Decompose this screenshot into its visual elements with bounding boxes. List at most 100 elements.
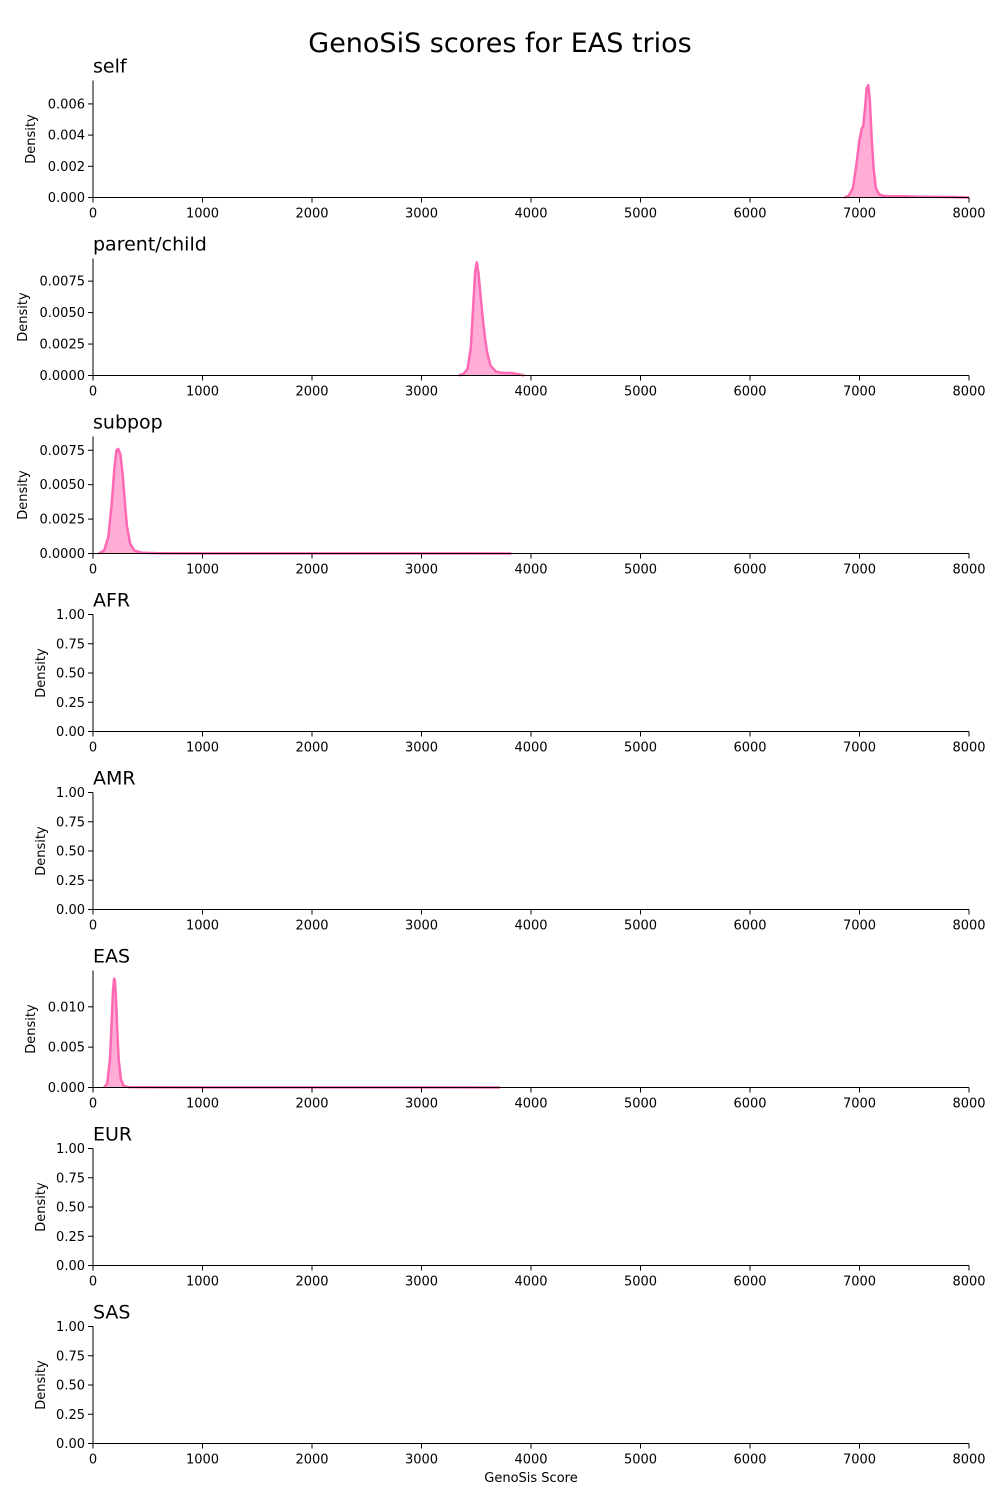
y-tick-label: 0.0025 [40, 513, 86, 528]
y-tick-label: 0.0000 [40, 547, 86, 562]
y-axis-label: Density [34, 826, 49, 876]
panel-eas: EAS 0 1000 2000 3000 4000 5000 6000 7000 8000 0.00… [24, 946, 986, 1112]
x-tick-label: 6000 [733, 1453, 766, 1468]
y-tick-label: 0.0000 [40, 369, 86, 384]
y-tick-label: 0.75 [56, 1349, 85, 1364]
panel-sas: SAS 0 1000 2000 3000 4000 5000 6000 7000 8000 0.00… [34, 1302, 986, 1468]
y-axis-label: Density [16, 292, 31, 342]
panel-title: parent/child [93, 234, 207, 256]
x-tick-label: 8000 [952, 563, 985, 578]
x-tick-label: 5000 [624, 563, 657, 578]
x-tick-label: 3000 [405, 563, 438, 578]
y-tick-label: 0.75 [56, 815, 85, 830]
y-tick-label: 0.010 [48, 1000, 85, 1015]
y-tick-label: 0.0075 [40, 444, 86, 459]
x-tick-label: 1000 [186, 1453, 219, 1468]
density-area [104, 978, 501, 1088]
x-tick-label: 8000 [952, 919, 985, 934]
y-tick-label: 0.75 [56, 1171, 85, 1186]
y-tick-label: 0.005 [48, 1041, 85, 1056]
x-tick-label: 6000 [733, 1275, 766, 1290]
x-tick-label: 2000 [295, 1275, 328, 1290]
x-tick-label: 0 [89, 741, 97, 756]
x-tick-label: 4000 [514, 741, 547, 756]
density-line [103, 977, 501, 1089]
x-tick-label: 6000 [733, 563, 766, 578]
panel-title: AMR [93, 768, 136, 790]
x-tick-label: 2000 [295, 563, 328, 578]
x-tick-label: 3000 [405, 385, 438, 400]
x-tick-label: 5000 [624, 385, 657, 400]
x-tick-label: 2000 [295, 385, 328, 400]
x-tick-label: 0 [89, 1453, 97, 1468]
y-tick-label: 0.00 [56, 903, 85, 918]
panel-subpop: subpop 0 1000 2000 3000 4000 5000 6000 7000 8000 0… [16, 412, 986, 578]
panel-afr: AFR 0 1000 2000 3000 4000 5000 6000 7000 8000 0.00… [34, 590, 986, 756]
x-tick-label: 1000 [186, 919, 219, 934]
panel-title: EUR [93, 1124, 132, 1146]
x-tick-label: 5000 [624, 207, 657, 222]
density-area [98, 448, 512, 554]
y-tick-label: 0.000 [48, 191, 85, 206]
y-tick-label: 0.0075 [40, 275, 86, 290]
y-tick-label: 0.25 [56, 1230, 85, 1245]
x-tick-label: 3000 [405, 741, 438, 756]
y-tick-label: 0.50 [56, 845, 85, 860]
y-tick-label: 0.25 [56, 874, 85, 889]
y-axis-label: Density [24, 114, 39, 164]
y-tick-label: 0.0050 [40, 306, 86, 321]
y-axis-label: Density [34, 648, 49, 698]
x-tick-label: 5000 [624, 1453, 657, 1468]
y-tick-label: 1.00 [56, 608, 85, 623]
y-tick-label: 0.0025 [40, 338, 86, 353]
x-tick-label: 5000 [624, 919, 657, 934]
y-tick-label: 0.50 [56, 1379, 85, 1394]
y-tick-label: 0.25 [56, 696, 85, 711]
x-tick-label: 8000 [952, 385, 985, 400]
y-tick-label: 0.00 [56, 725, 85, 740]
y-axis-label: Density [24, 1004, 39, 1054]
x-tick-label: 3000 [405, 1097, 438, 1112]
x-tick-label: 1000 [186, 207, 219, 222]
density-line [458, 261, 525, 377]
x-tick-label: 2000 [295, 1453, 328, 1468]
x-tick-label: 4000 [514, 1097, 547, 1112]
x-tick-label: 8000 [952, 1453, 985, 1468]
panel-title: SAS [93, 1302, 130, 1324]
x-tick-label: 7000 [843, 207, 876, 222]
x-tick-label: 0 [89, 563, 97, 578]
x-tick-label: 6000 [733, 385, 766, 400]
y-tick-label: 0.00 [56, 1437, 85, 1452]
x-tick-label: 0 [89, 919, 97, 934]
x-tick-label: 3000 [405, 207, 438, 222]
x-tick-label: 0 [89, 1275, 97, 1290]
y-axis-label: Density [34, 1182, 49, 1232]
x-tick-label: 6000 [733, 207, 766, 222]
y-tick-label: 0.50 [56, 667, 85, 682]
x-tick-label: 4000 [514, 1275, 547, 1290]
panel-self: self 0 1000 2000 3000 4000 5000 6000 7000 8000 0.0… [24, 56, 986, 222]
x-tick-label: 5000 [624, 1097, 657, 1112]
figure-title: GenoSiS scores for EAS trios [308, 28, 691, 59]
y-tick-label: 1.00 [56, 786, 85, 801]
x-tick-label: 1000 [186, 385, 219, 400]
y-tick-label: 1.00 [56, 1142, 85, 1157]
y-tick-label: 0.004 [48, 129, 85, 144]
x-tick-label: 7000 [843, 385, 876, 400]
x-tick-label: 0 [89, 385, 97, 400]
x-tick-label: 7000 [843, 563, 876, 578]
panel-title: EAS [93, 946, 130, 968]
panel-title: self [93, 56, 128, 78]
y-tick-label: 0.002 [48, 160, 85, 175]
x-tick-label: 7000 [843, 1097, 876, 1112]
x-tick-label: 4000 [514, 563, 547, 578]
x-tick-label: 1000 [186, 741, 219, 756]
x-tick-label: 0 [89, 1097, 97, 1112]
y-tick-label: 0.0050 [40, 478, 86, 493]
x-axis-label: GenoSis Score [484, 1471, 577, 1486]
y-tick-label: 0.000 [48, 1081, 85, 1096]
x-tick-label: 1000 [186, 1275, 219, 1290]
x-tick-label: 3000 [405, 1275, 438, 1290]
density-area [844, 85, 969, 198]
